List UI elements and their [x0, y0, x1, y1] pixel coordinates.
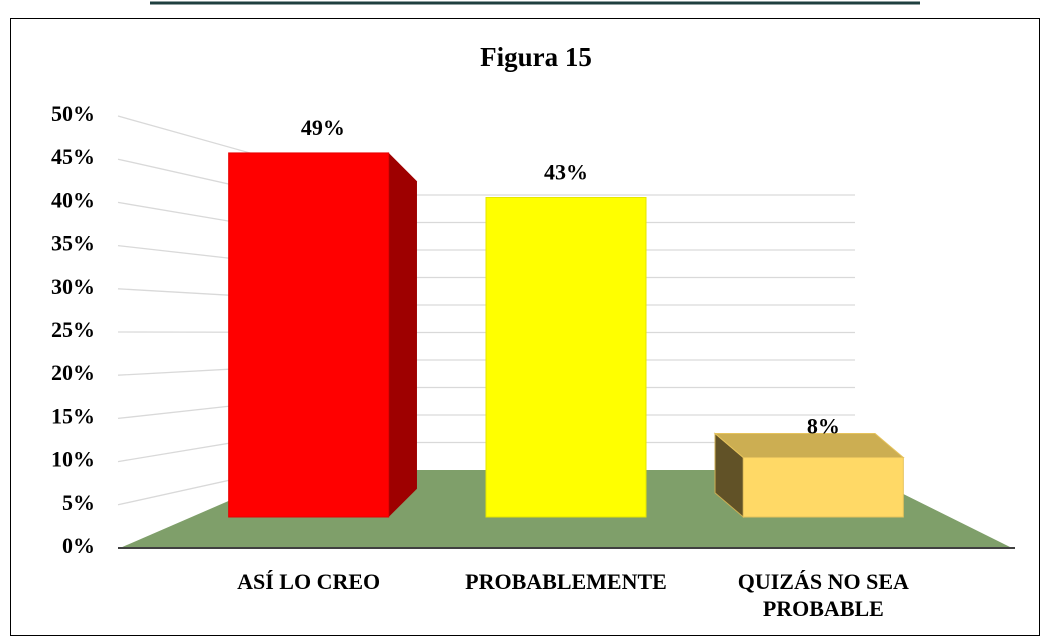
chart-title: Figura 15	[480, 42, 592, 72]
y-tick-label: 40%	[51, 187, 95, 212]
y-tick-label: 50%	[51, 101, 95, 126]
y-tick-label: 5%	[62, 490, 95, 515]
y-tick-label: 35%	[51, 231, 95, 256]
bar-side	[388, 152, 417, 517]
data-label: 43%	[544, 160, 588, 185]
y-tick-label: 25%	[51, 317, 95, 342]
y-tick-label: 10%	[51, 447, 95, 472]
x-tick-label: QUIZÁS NO SEA PROBABLE	[737, 569, 909, 621]
x-tick-label: PROBABLEMENTE	[465, 569, 667, 594]
bar	[228, 152, 390, 518]
y-tick-label: 0%	[62, 533, 95, 558]
y-tick-label: 15%	[51, 403, 95, 428]
chart-frame	[10, 18, 1040, 636]
y-tick-label: 20%	[51, 360, 95, 385]
x-tick-label: ASÍ LO CREO	[237, 569, 381, 594]
bar	[742, 457, 904, 518]
bar	[485, 197, 647, 518]
data-label: 49%	[301, 115, 345, 140]
data-label: 8%	[807, 414, 840, 439]
y-tick-label: 30%	[51, 274, 95, 299]
y-tick-label: 45%	[51, 144, 95, 169]
